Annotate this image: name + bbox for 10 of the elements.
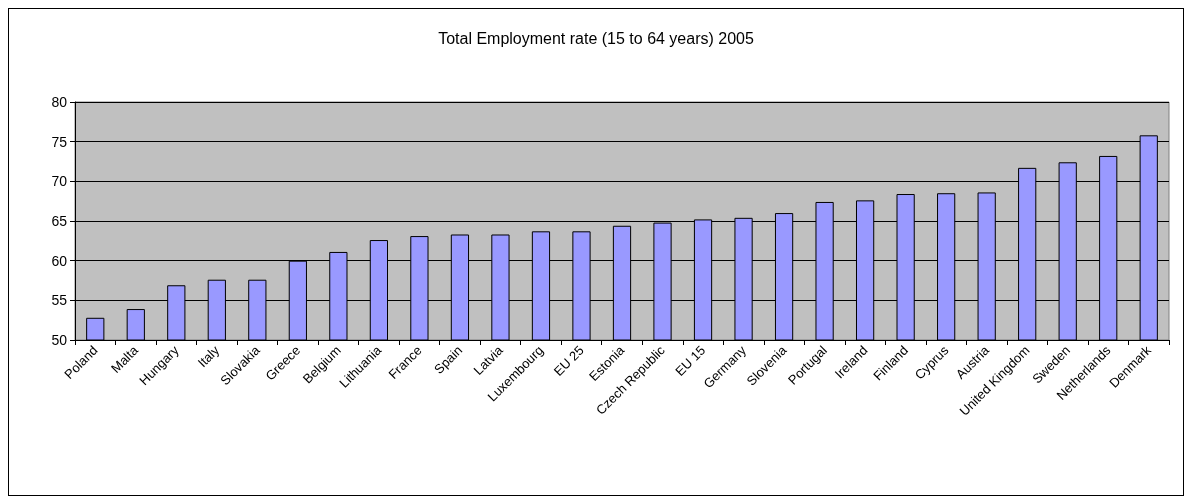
y-tick-label: 65 [51, 213, 68, 229]
x-tick-label: EU 25 [550, 342, 587, 379]
y-tick-label: 60 [51, 252, 68, 269]
y-tick-label: 70 [51, 173, 68, 190]
x-tick-label: Italy [194, 342, 223, 371]
y-tick-label: 75 [51, 133, 68, 150]
y-tick-label: 55 [51, 292, 68, 309]
chart-title: Total Employment rate (15 to 64 years) 2005 [438, 29, 754, 47]
y-tick-label: 80 [51, 94, 68, 110]
y-tick-label: 50 [51, 332, 68, 348]
